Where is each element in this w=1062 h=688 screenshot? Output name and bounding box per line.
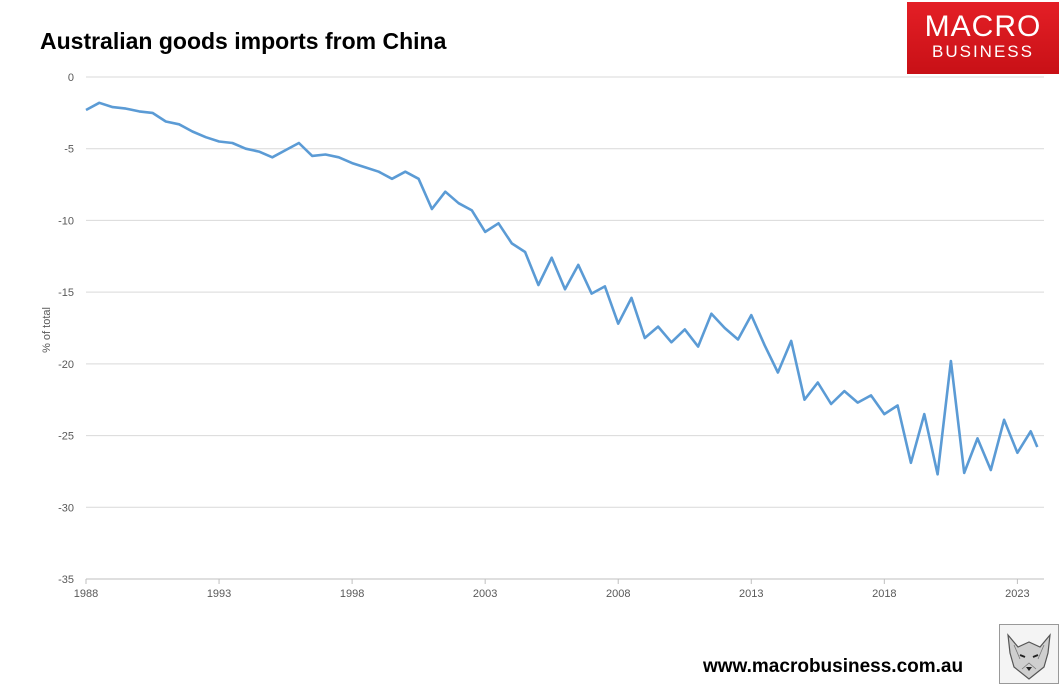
y-axis-ticks: 0 -5 -10 -15 -20 -25 -30 -35	[58, 72, 74, 586]
gridlines	[86, 76, 1044, 580]
x-tick-label: 2018	[872, 588, 896, 600]
series-line	[85, 101, 1039, 476]
logo-line-2: BUSINESS	[932, 42, 1034, 61]
x-tick-label: 1988	[74, 588, 98, 600]
x-tick-label: 2023	[1005, 588, 1029, 600]
x-tick-label: 1993	[207, 588, 231, 600]
y-axis-label: % of total	[41, 307, 53, 353]
logo-line-1: MACRO	[924, 10, 1042, 43]
x-tick-label: 2013	[739, 588, 763, 600]
y-tick-label: -10	[58, 215, 74, 227]
x-tick-label: 2003	[473, 588, 497, 600]
y-tick-label: -5	[64, 144, 74, 156]
x-tick-label: 1998	[340, 588, 364, 600]
chart-title: Australian goods imports from China	[40, 28, 447, 54]
y-tick-label: -20	[58, 359, 74, 371]
y-tick-label: -35	[58, 574, 74, 586]
macrobusiness-logo: MACRO BUSINESS	[907, 2, 1059, 74]
wolf-drawing	[1007, 633, 1051, 680]
y-tick-label: -15	[58, 287, 74, 299]
website-url: www.macrobusiness.com.au	[703, 656, 964, 677]
wolf-mascot-icon	[999, 624, 1059, 684]
x-tick-label: 2008	[606, 588, 630, 600]
y-tick-label: -30	[58, 502, 74, 514]
x-axis: 1988 1993 1998 2003 2008 2013 2018 2023	[74, 578, 1044, 600]
y-tick-label: 0	[68, 72, 74, 84]
y-tick-label: -25	[58, 431, 74, 443]
